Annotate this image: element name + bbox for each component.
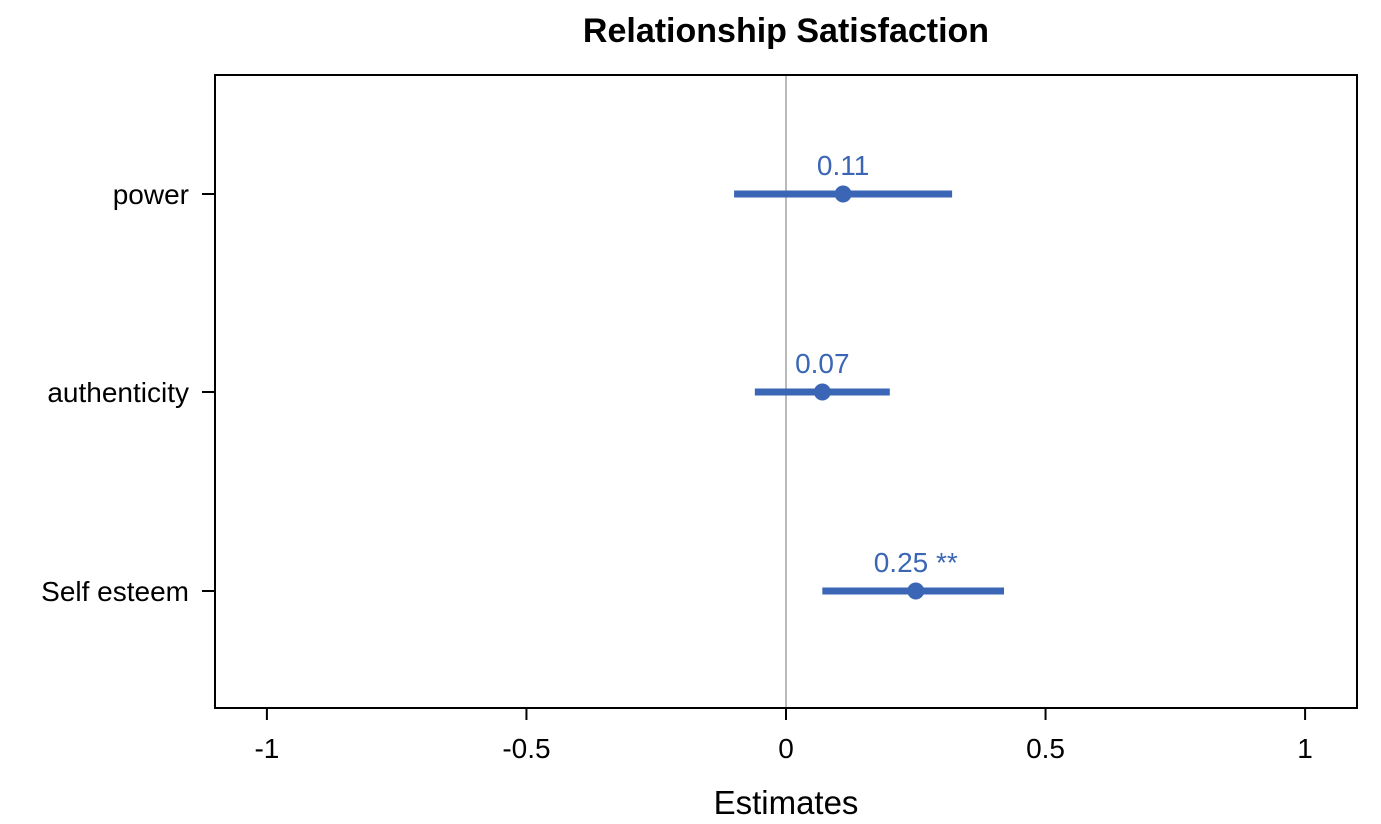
x-tick-label: 0.5 (1026, 733, 1065, 764)
x-tick-label: 0 (778, 733, 794, 764)
estimate-data-label: 0.11 (817, 150, 869, 181)
estimate-point (813, 383, 831, 401)
estimate-data-label: 0.07 (795, 348, 850, 379)
y-tick-label: authenticity (47, 377, 189, 408)
x-tick-label: -0.5 (502, 733, 550, 764)
plot-area: -1 -0.5 0 0.5 1 power authenticity Self esteem 0… (41, 74, 1358, 764)
estimate-data-label: 0.25 ** (874, 547, 958, 578)
y-tick-label: Self esteem (41, 576, 189, 607)
x-tick-label: 1 (1297, 733, 1313, 764)
y-tick-label: power (113, 179, 189, 210)
estimate-point (834, 185, 852, 203)
estimate-point (907, 582, 925, 600)
x-axis-title: Estimates (714, 784, 859, 821)
x-tick-label: -1 (254, 733, 279, 764)
chart-title: Relationship Satisfaction (583, 12, 989, 50)
